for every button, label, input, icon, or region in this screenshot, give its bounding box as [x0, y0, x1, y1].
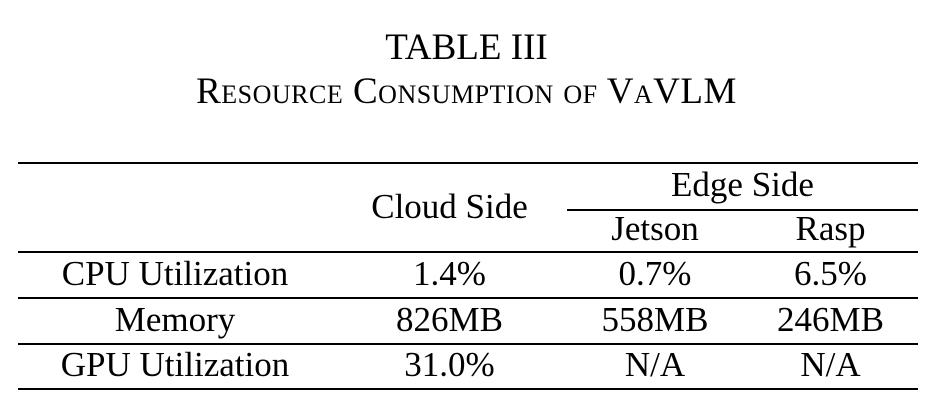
row-gpu-jetson: N/A: [624, 345, 686, 384]
bottom-rule: [18, 388, 918, 390]
row-rule-1: [18, 297, 918, 299]
header-rasp: Rasp: [795, 209, 866, 248]
row-cpu-jetson: 0.7%: [618, 254, 692, 293]
row-memory-metric: Memory: [114, 300, 236, 339]
row-memory-cloud: 826MB: [396, 300, 503, 339]
row-rule-2: [18, 343, 918, 345]
row-cpu-rasp: 6.5%: [794, 254, 867, 293]
edge-side-rule: [567, 209, 918, 211]
row-cpu-metric: CPU Utilization: [61, 254, 289, 293]
row-gpu-cloud: 31.0%: [404, 345, 495, 384]
header-cloud-side: Cloud Side: [371, 187, 528, 226]
table-number: TABLE III: [385, 27, 548, 68]
header-jetson: Jetson: [611, 209, 699, 248]
top-rule: [18, 162, 918, 164]
row-memory-jetson: 558MB: [601, 300, 709, 339]
row-gpu-rasp: N/A: [800, 345, 861, 384]
header-rule: [18, 251, 918, 253]
row-memory-rasp: 246MB: [777, 300, 884, 339]
table-title: Resource Consumption of VaVLM: [196, 71, 737, 112]
row-gpu-metric: GPU Utilization: [60, 345, 290, 384]
header-edge-side: Edge Side: [671, 165, 814, 204]
row-cpu-cloud: 1.4%: [413, 254, 486, 293]
